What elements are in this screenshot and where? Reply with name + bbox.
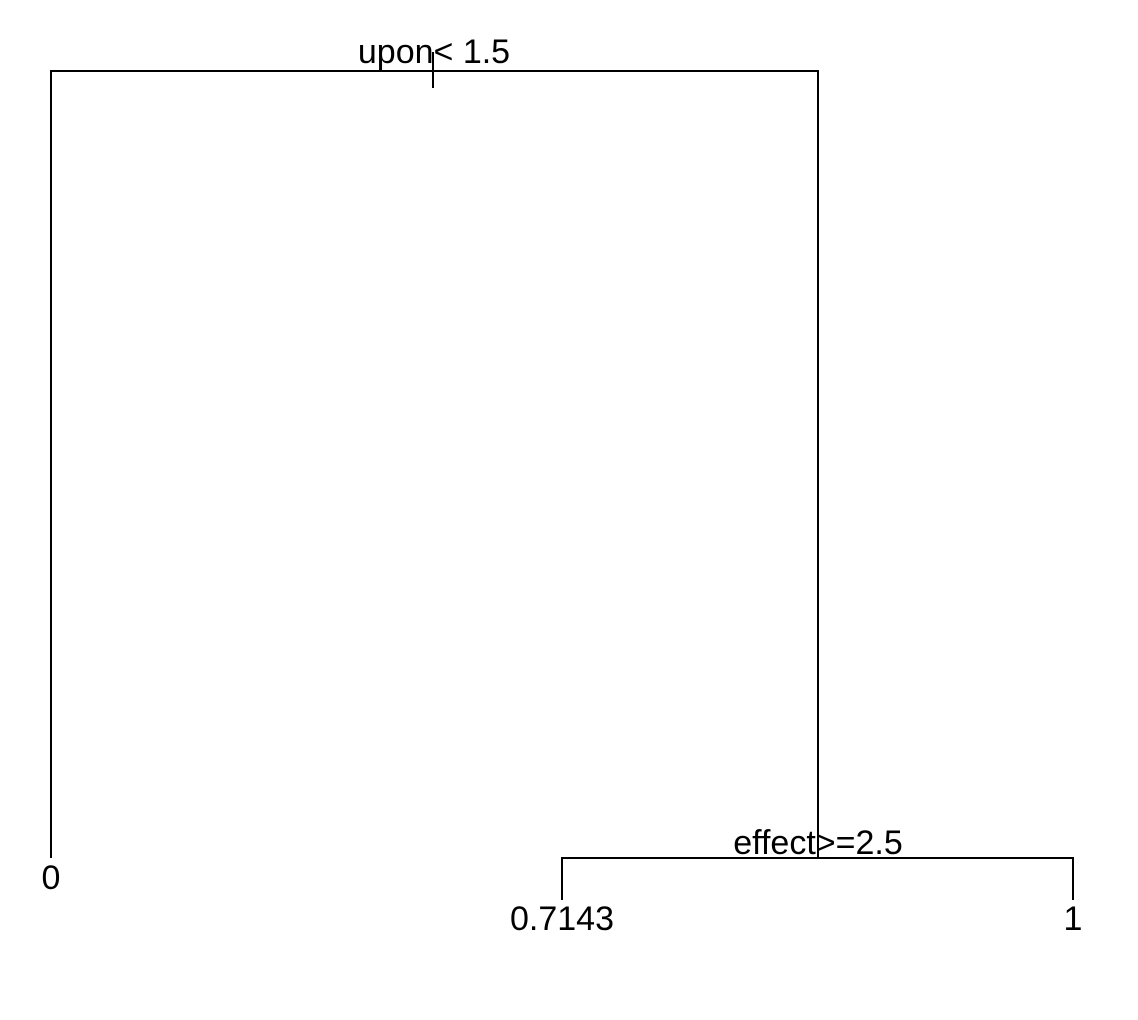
root-split-label: upon< 1.5 bbox=[358, 33, 510, 71]
leaf-label-middle: 0.7143 bbox=[510, 900, 614, 938]
leaf-label-left: 0 bbox=[42, 859, 61, 897]
right-branch-lines bbox=[561, 857, 1074, 900]
leaf-label-right: 1 bbox=[1064, 900, 1083, 938]
right-split-label: effect>=2.5 bbox=[733, 824, 903, 862]
root-branch-lines bbox=[50, 70, 819, 858]
